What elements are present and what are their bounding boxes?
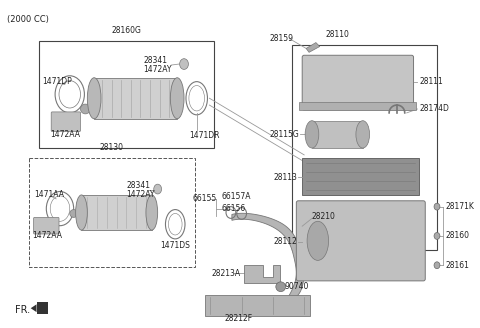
Ellipse shape xyxy=(307,221,329,260)
Bar xyxy=(29,158,195,267)
Text: 28341: 28341 xyxy=(143,56,167,65)
Ellipse shape xyxy=(356,121,370,148)
Polygon shape xyxy=(36,302,48,314)
Text: FR.: FR. xyxy=(15,305,30,315)
Ellipse shape xyxy=(170,78,184,119)
Text: 66155: 66155 xyxy=(193,194,217,203)
Text: 1472AA: 1472AA xyxy=(50,130,80,139)
Polygon shape xyxy=(31,304,36,312)
FancyBboxPatch shape xyxy=(51,112,81,132)
Bar xyxy=(302,158,420,195)
Ellipse shape xyxy=(76,195,87,230)
Text: 28115G: 28115G xyxy=(270,130,299,139)
Text: 28110: 28110 xyxy=(325,30,349,39)
Ellipse shape xyxy=(87,78,101,119)
Bar xyxy=(292,45,437,250)
Bar xyxy=(312,121,363,148)
Text: 28111: 28111 xyxy=(420,77,443,86)
Ellipse shape xyxy=(146,195,157,230)
Text: 1472AY: 1472AY xyxy=(126,191,155,199)
Text: 28160G: 28160G xyxy=(111,26,141,35)
Bar xyxy=(94,78,177,119)
Text: 1472AA: 1472AA xyxy=(33,232,63,240)
Text: 28212F: 28212F xyxy=(224,315,252,323)
Text: 66156: 66156 xyxy=(221,204,245,213)
Text: 28210: 28210 xyxy=(312,212,336,221)
FancyBboxPatch shape xyxy=(302,55,414,110)
Ellipse shape xyxy=(434,233,440,239)
Text: 1471DS: 1471DS xyxy=(161,241,191,250)
Text: 1471AA: 1471AA xyxy=(35,191,65,199)
Text: (2000 CC): (2000 CC) xyxy=(7,15,49,24)
Text: 1471DP: 1471DP xyxy=(42,77,72,86)
Bar xyxy=(38,41,214,148)
Text: 28171K: 28171K xyxy=(446,202,475,211)
Ellipse shape xyxy=(81,104,90,114)
Text: 28161: 28161 xyxy=(446,261,469,270)
Text: 28112: 28112 xyxy=(274,237,297,246)
Text: 28130: 28130 xyxy=(100,143,124,152)
Ellipse shape xyxy=(70,210,78,217)
Text: 28113: 28113 xyxy=(274,173,297,182)
Text: 28160: 28160 xyxy=(446,232,470,240)
Polygon shape xyxy=(244,265,280,283)
Bar xyxy=(204,295,310,316)
Text: 28159: 28159 xyxy=(270,34,294,43)
Text: 28174D: 28174D xyxy=(420,105,449,113)
Text: 90740: 90740 xyxy=(285,282,309,291)
Ellipse shape xyxy=(154,184,162,194)
Ellipse shape xyxy=(434,203,440,210)
Text: 1471DR: 1471DR xyxy=(189,131,219,140)
Text: 1472AY: 1472AY xyxy=(143,65,171,74)
Bar xyxy=(299,102,417,110)
Ellipse shape xyxy=(434,262,440,269)
Polygon shape xyxy=(306,43,320,52)
Text: 28341: 28341 xyxy=(126,181,150,190)
Text: 28213A: 28213A xyxy=(211,269,240,277)
Ellipse shape xyxy=(276,282,286,292)
Bar xyxy=(82,195,152,230)
Polygon shape xyxy=(232,213,304,297)
FancyBboxPatch shape xyxy=(34,217,59,234)
FancyBboxPatch shape xyxy=(296,201,425,281)
Ellipse shape xyxy=(180,59,189,70)
Ellipse shape xyxy=(305,121,319,148)
Text: 66157A: 66157A xyxy=(221,193,251,201)
